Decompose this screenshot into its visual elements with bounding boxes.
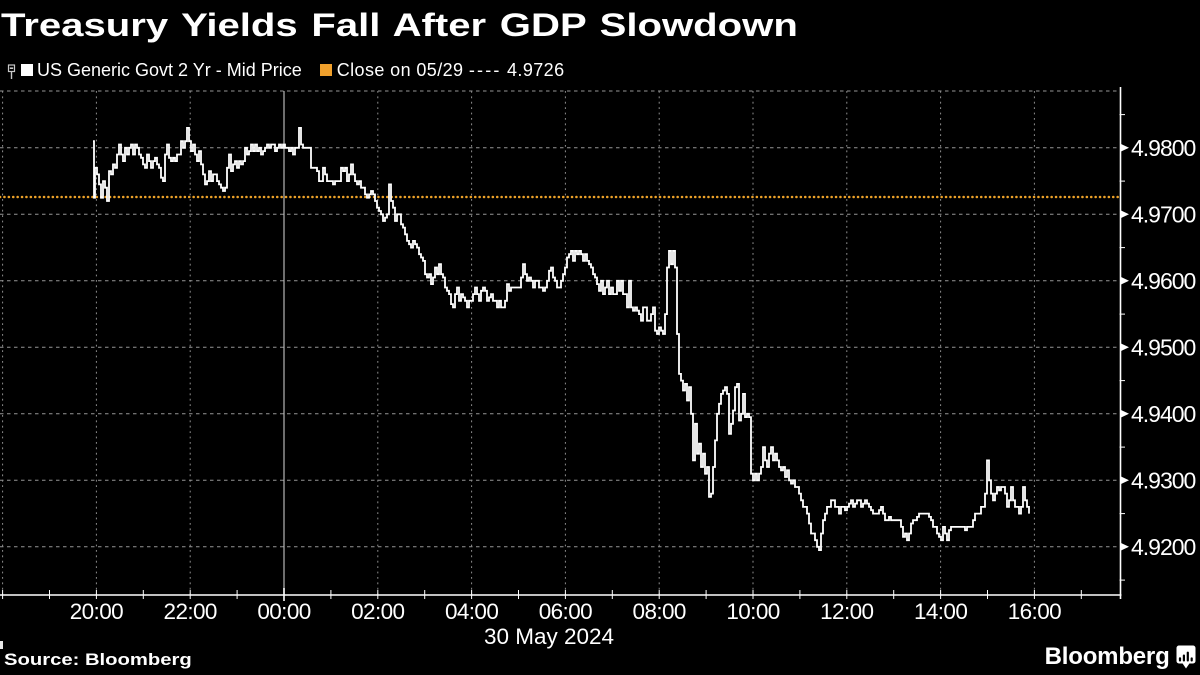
svg-text:14:00: 14:00 xyxy=(914,599,967,624)
svg-text:4.9400: 4.9400 xyxy=(1131,401,1196,427)
svg-text:00:00: 00:00 xyxy=(257,599,310,624)
svg-text:02:00: 02:00 xyxy=(351,599,404,624)
svg-text:16:00: 16:00 xyxy=(1008,599,1061,624)
svg-text:20:00: 20:00 xyxy=(70,599,123,624)
svg-text:04:00: 04:00 xyxy=(445,599,498,624)
svg-text:06:00: 06:00 xyxy=(539,599,592,624)
svg-text:10:00: 10:00 xyxy=(726,599,779,624)
svg-text:4.9700: 4.9700 xyxy=(1131,201,1196,227)
svg-text:12:00: 12:00 xyxy=(820,599,873,624)
svg-text:4.9200: 4.9200 xyxy=(1131,534,1196,560)
svg-text:4.9600: 4.9600 xyxy=(1131,268,1196,294)
svg-text:4.9800: 4.9800 xyxy=(1131,135,1196,161)
svg-text:4.9300: 4.9300 xyxy=(1131,467,1196,493)
svg-text:30 May 2024: 30 May 2024 xyxy=(484,624,614,649)
svg-text:4.9500: 4.9500 xyxy=(1131,334,1196,360)
svg-text:22:00: 22:00 xyxy=(164,599,217,624)
svg-text:08:00: 08:00 xyxy=(633,599,686,624)
